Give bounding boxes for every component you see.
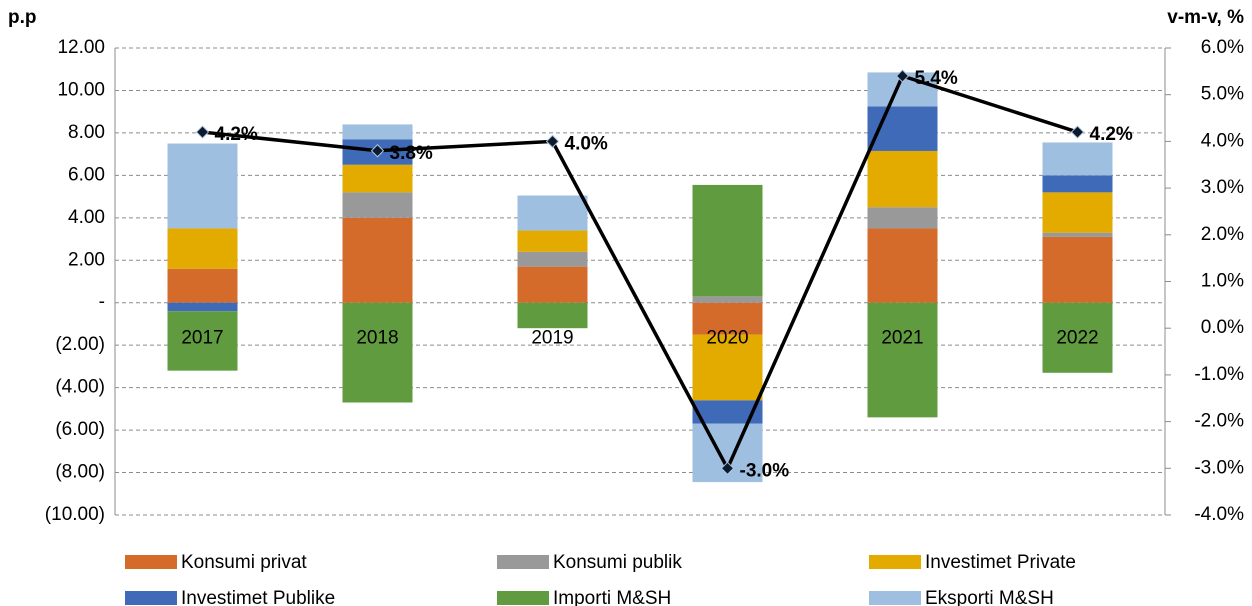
- y-tick-label: (6.00): [55, 419, 105, 440]
- bar-segment: [342, 124, 413, 140]
- bar-segment: [167, 311, 238, 371]
- legend-swatch: [125, 591, 177, 605]
- y2-tick-label: 1.0%: [1201, 271, 1244, 292]
- x-tick-label: 2022: [1056, 328, 1098, 349]
- legend-swatch: [869, 591, 921, 605]
- y-tick-label: 6.00: [68, 164, 105, 185]
- bar-segment: [517, 266, 588, 303]
- y2-tick-label: 6.0%: [1201, 37, 1244, 58]
- line-marker: [370, 144, 385, 158]
- y-tick-label: 4.00: [68, 207, 105, 228]
- line: [202, 73, 1079, 473]
- bar-segment: [867, 150, 938, 208]
- bar-segment: [167, 143, 238, 229]
- y2-tick-label: 4.0%: [1201, 130, 1244, 151]
- legend-label: Investimet Publike: [181, 588, 335, 606]
- legend-label: Konsumi privat: [181, 552, 307, 573]
- data-label: 4.2%: [1090, 124, 1133, 145]
- bar-segment: [1042, 236, 1113, 303]
- bar-segment: [167, 268, 238, 303]
- legend-swatch: [497, 591, 549, 605]
- bar-segment: [517, 230, 588, 252]
- bar-segment: [1042, 302, 1113, 373]
- legend-swatch: [125, 555, 177, 569]
- bar-segment: [342, 302, 413, 403]
- line-marker: [720, 461, 735, 476]
- line-marker: [545, 134, 560, 149]
- y2-axis-title: v-m-v, %: [1167, 7, 1244, 28]
- y-tick-label: (4.00): [55, 377, 105, 398]
- y-tick-label: 8.00: [68, 122, 105, 143]
- line-marker: [1070, 125, 1085, 139]
- bar-segment: [1042, 192, 1113, 233]
- x-tick-label: 2020: [706, 328, 748, 349]
- bar-segment: [167, 228, 238, 269]
- y-tick-label: (10.00): [45, 504, 105, 525]
- y-tick-label: (2.00): [55, 334, 105, 355]
- line-marker: [895, 69, 910, 83]
- y2-tick-label: 2.0%: [1201, 224, 1244, 245]
- bar-segment: [1042, 232, 1113, 237]
- bar-segment: [867, 207, 938, 229]
- data-label: -3.0%: [740, 460, 790, 481]
- legend-label: Eksporti M&SH: [925, 588, 1054, 606]
- legend-label: Investimet Private: [925, 552, 1076, 573]
- data-label: 5.4%: [915, 68, 958, 89]
- bar-segment: [692, 400, 763, 424]
- bar-segment: [342, 217, 413, 303]
- x-tick-label: 2019: [531, 328, 573, 349]
- bar-segment: [342, 164, 413, 193]
- y2-tick-label: 3.0%: [1201, 177, 1244, 198]
- y-tick-label: 2.00: [68, 249, 105, 270]
- y2-tick-label: -3.0%: [1194, 457, 1244, 478]
- legend-swatch: [497, 555, 549, 569]
- bar-segment: [517, 251, 588, 267]
- y2-tick-label: -1.0%: [1194, 364, 1244, 385]
- y-tick-label: -: [99, 292, 105, 313]
- y-axis-title: p.p: [8, 7, 37, 28]
- y-tick-label: 10.00: [57, 79, 105, 100]
- bar-segment: [692, 334, 763, 401]
- bar-segment: [167, 302, 238, 312]
- y-tick-label: (8.00): [55, 462, 105, 483]
- bar-segment: [517, 302, 588, 329]
- bar-segment: [867, 302, 938, 418]
- data-label: 4.2%: [215, 124, 258, 145]
- x-tick-label: 2018: [356, 328, 398, 349]
- y2-tick-label: 5.0%: [1201, 84, 1244, 105]
- x-tick-label: 2017: [181, 328, 223, 349]
- y2-tick-label: 0.0%: [1201, 317, 1244, 338]
- bar-segment: [692, 296, 763, 303]
- data-label: 3.8%: [390, 143, 433, 164]
- bar-segment: [342, 192, 413, 218]
- y2-tick-label: -2.0%: [1194, 411, 1244, 432]
- line-marker: [195, 125, 210, 139]
- bar-segment: [867, 228, 938, 303]
- legend-swatch: [869, 555, 921, 569]
- legend-label: Importi M&SH: [553, 588, 671, 606]
- bar-segment: [517, 195, 588, 231]
- data-label: 4.0%: [565, 133, 608, 154]
- bar-segment: [692, 302, 763, 335]
- bar-segment: [1042, 142, 1113, 176]
- legend-label: Konsumi publik: [553, 552, 682, 573]
- y2-tick-label: -4.0%: [1194, 504, 1244, 525]
- bar-segment: [692, 184, 763, 297]
- x-tick-label: 2021: [881, 328, 923, 349]
- y-tick-label: 12.00: [57, 37, 105, 58]
- bar-segment: [1042, 175, 1113, 193]
